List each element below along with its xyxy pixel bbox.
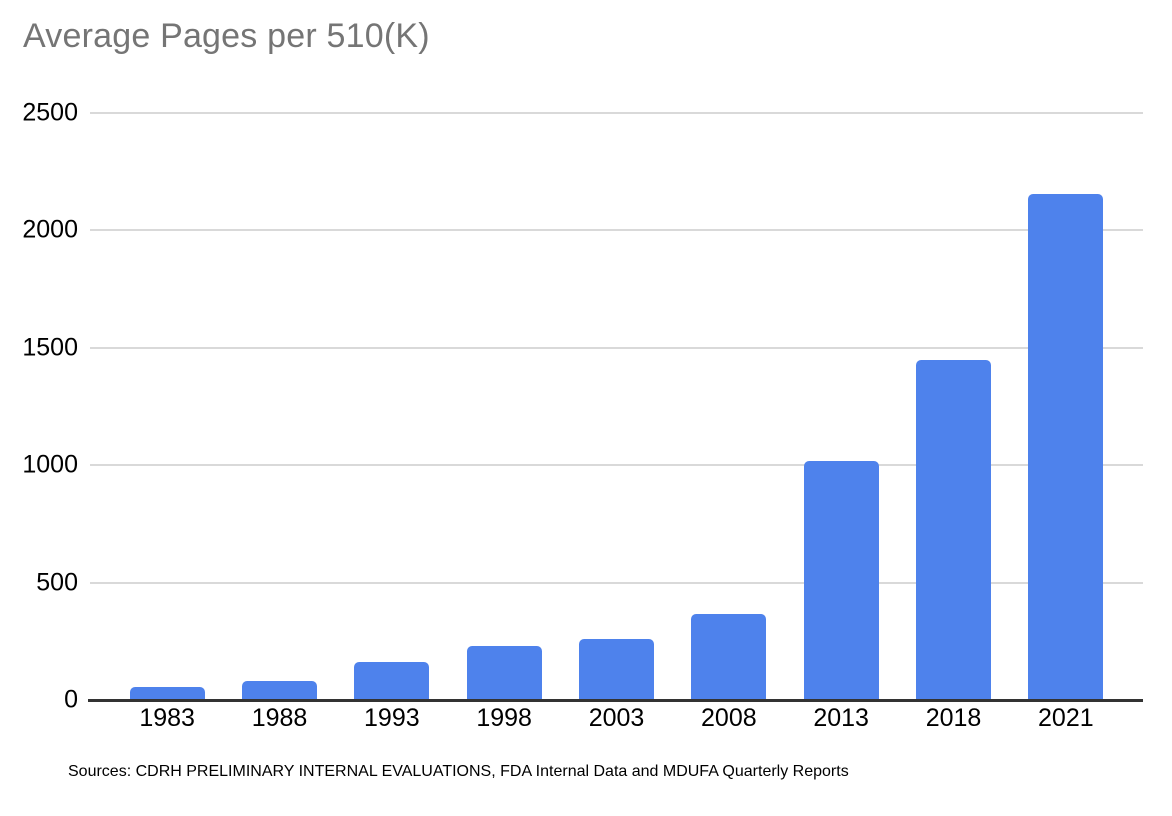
x-axis-line: [88, 699, 1143, 702]
y-tick-label-500: 500: [36, 568, 78, 597]
y-tick-label-0: 0: [64, 685, 78, 714]
bar-1988: [242, 681, 317, 700]
x-tick-label-2018: 2018: [925, 704, 982, 732]
y-tick-label-2500: 2500: [22, 98, 78, 127]
gridline-500: [90, 581, 1143, 584]
x-tick-label-2003: 2003: [588, 704, 645, 732]
x-tick-label-2008: 2008: [701, 704, 757, 732]
bar-2018: [916, 359, 991, 700]
y-tick-label-1000: 1000: [22, 450, 78, 479]
y-tick-label-2000: 2000: [22, 215, 78, 244]
bar-1998: [466, 645, 542, 700]
gridline-1500: [90, 346, 1143, 349]
x-tick-label-1988: 1988: [251, 704, 308, 732]
chart-title: Average Pages per 510(K): [23, 17, 430, 55]
bar-2008: [691, 614, 767, 700]
source-note: Sources: CDRH PRELIMINARY INTERNAL EVALU…: [68, 763, 849, 780]
x-tick-label-2013: 2013: [813, 704, 869, 732]
x-tick-label-1998: 1998: [476, 704, 532, 732]
bar-1993: [354, 662, 430, 700]
gridline-2000: [90, 229, 1143, 232]
x-tick-label-2021: 2021: [1038, 704, 1094, 732]
bar-1983: [129, 687, 205, 700]
bar-2003: [579, 638, 654, 700]
x-tick-label-1993: 1993: [364, 704, 420, 732]
y-tick-label-1500: 1500: [22, 333, 78, 362]
bar-2021: [1028, 194, 1104, 700]
gridline-1000: [90, 464, 1143, 467]
x-tick-label-1983: 1983: [139, 704, 195, 732]
bar-2013: [803, 460, 879, 700]
gridline-2500: [90, 112, 1143, 114]
